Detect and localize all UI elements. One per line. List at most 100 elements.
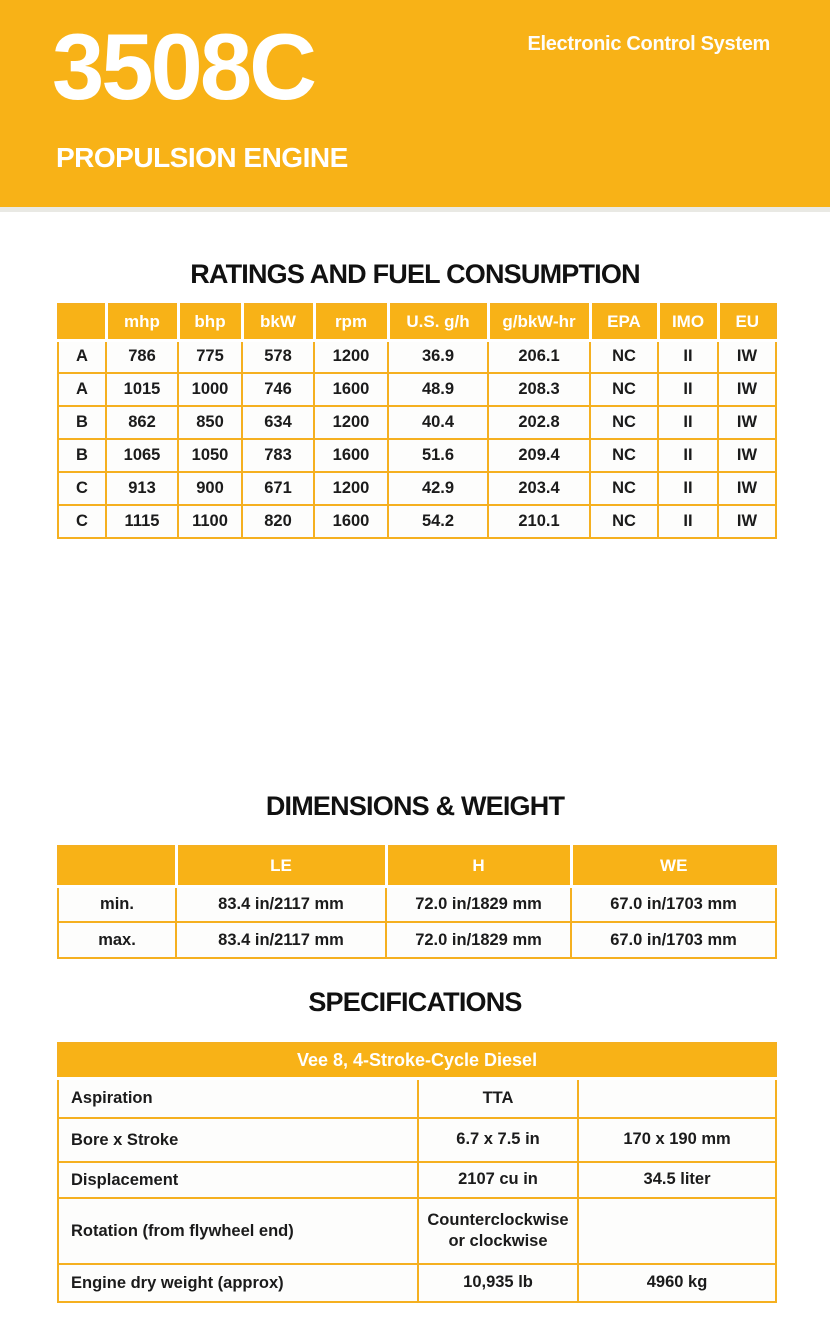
rating-usgh: 51.6 bbox=[387, 438, 489, 473]
dimensions-row-min: min. 83.4 in/2117 mm 72.0 in/1829 mm 67.… bbox=[57, 885, 777, 923]
ratings-table: mhp bhp bkW rpm U.S. g/h g/bkW-hr EPA IM… bbox=[57, 303, 777, 539]
rating-rpm: 1600 bbox=[313, 372, 389, 407]
spec-value-secondary bbox=[576, 1077, 778, 1119]
spec-row-dry-weight: Engine dry weight (approx) 10,935 lb 496… bbox=[57, 1263, 778, 1303]
rating-letter: A bbox=[57, 339, 107, 374]
dimensions-col-we: WE bbox=[569, 845, 777, 888]
rating-rpm: 1600 bbox=[313, 504, 389, 539]
ratings-col-imo: IMO bbox=[656, 303, 720, 342]
rating-epa: NC bbox=[589, 339, 659, 374]
rating-eu: IW bbox=[717, 504, 777, 539]
dimension-row-label: max. bbox=[57, 921, 177, 959]
dimension-row-label: min. bbox=[57, 885, 177, 923]
rating-bhp: 1000 bbox=[177, 372, 243, 407]
spec-table-header: Vee 8, 4-Stroke-Cycle Diesel bbox=[56, 1042, 778, 1080]
rating-epa: NC bbox=[589, 438, 659, 473]
rating-eu: IW bbox=[717, 339, 777, 374]
ratings-col-bhp: bhp bbox=[176, 303, 244, 342]
spec-value-primary: 6.7 x 7.5 in bbox=[417, 1117, 579, 1163]
rating-letter: B bbox=[57, 438, 107, 473]
ratings-row-c1: C 913 900 671 1200 42.9 203.4 NC II IW bbox=[57, 471, 777, 506]
header-tagline: Electronic Control System bbox=[527, 33, 770, 55]
rating-gbkwhr: 202.8 bbox=[487, 405, 591, 440]
rating-eu: IW bbox=[717, 471, 777, 506]
rating-mhp: 786 bbox=[105, 339, 179, 374]
specifications-table: Vee 8, 4-Stroke-Cycle Diesel Aspiration … bbox=[56, 1042, 778, 1303]
dimensions-header-row: LE H WE bbox=[57, 845, 777, 888]
dimension-h-value: 72.0 in/1829 mm bbox=[385, 921, 572, 959]
rating-bkw: 578 bbox=[241, 339, 315, 374]
rating-epa: NC bbox=[589, 504, 659, 539]
spec-value-secondary: 34.5 liter bbox=[576, 1161, 778, 1199]
rating-bkw: 671 bbox=[241, 471, 315, 506]
dimensions-col-h: H bbox=[384, 845, 573, 888]
rating-imo: II bbox=[657, 372, 719, 407]
rating-usgh: 36.9 bbox=[387, 339, 489, 374]
rating-gbkwhr: 210.1 bbox=[487, 504, 591, 539]
ratings-col-gbkwhr: g/bkW-hr bbox=[486, 303, 592, 342]
rating-eu: IW bbox=[717, 438, 777, 473]
spec-label: Engine dry weight (approx) bbox=[57, 1263, 419, 1303]
rating-gbkwhr: 208.3 bbox=[487, 372, 591, 407]
rating-letter: C bbox=[57, 471, 107, 506]
rating-rpm: 1200 bbox=[313, 471, 389, 506]
spec-value-secondary bbox=[576, 1197, 778, 1265]
ratings-col-blank bbox=[57, 303, 108, 342]
specifications-section-title: SPECIFICATIONS bbox=[308, 987, 522, 1017]
rating-bhp: 900 bbox=[177, 471, 243, 506]
header-subtitle: PROPULSION ENGINE bbox=[56, 142, 348, 173]
rating-bhp: 850 bbox=[177, 405, 243, 440]
rating-bkw: 783 bbox=[241, 438, 315, 473]
dimensions-row-max: max. 83.4 in/2117 mm 72.0 in/1829 mm 67.… bbox=[57, 921, 777, 959]
rating-epa: NC bbox=[589, 372, 659, 407]
spec-value-primary: Counterclockwise or clockwise bbox=[417, 1197, 579, 1265]
dimension-h-value: 72.0 in/1829 mm bbox=[385, 885, 572, 923]
rating-imo: II bbox=[657, 504, 719, 539]
rating-letter: A bbox=[57, 372, 107, 407]
ratings-col-usgh: U.S. g/h bbox=[386, 303, 490, 342]
spec-label: Bore x Stroke bbox=[57, 1117, 419, 1163]
spec-value-secondary: 4960 kg bbox=[576, 1263, 778, 1303]
rating-mhp: 1015 bbox=[105, 372, 179, 407]
ratings-row-b1: B 862 850 634 1200 40.4 202.8 NC II IW bbox=[57, 405, 777, 440]
rating-eu: IW bbox=[717, 405, 777, 440]
rating-rpm: 1200 bbox=[313, 405, 389, 440]
spec-value-primary: 2107 cu in bbox=[417, 1161, 579, 1199]
dimension-le-value: 83.4 in/2117 mm bbox=[175, 921, 387, 959]
spec-label: Rotation (from flywheel end) bbox=[57, 1197, 419, 1265]
rating-bhp: 775 bbox=[177, 339, 243, 374]
rating-usgh: 54.2 bbox=[387, 504, 489, 539]
spec-value-primary: 10,935 lb bbox=[417, 1263, 579, 1303]
ratings-col-mhp: mhp bbox=[104, 303, 180, 342]
rating-bhp: 1100 bbox=[177, 504, 243, 539]
spec-label: Displacement bbox=[57, 1161, 419, 1199]
header-divider bbox=[0, 207, 830, 212]
ratings-col-rpm: rpm bbox=[312, 303, 390, 342]
dimension-le-value: 83.4 in/2117 mm bbox=[175, 885, 387, 923]
rating-epa: NC bbox=[589, 471, 659, 506]
rating-mhp: 862 bbox=[105, 405, 179, 440]
rating-gbkwhr: 206.1 bbox=[487, 339, 591, 374]
ratings-col-bkw: bkW bbox=[240, 303, 316, 342]
rating-bhp: 1050 bbox=[177, 438, 243, 473]
dimension-we-value: 67.0 in/1703 mm bbox=[570, 885, 777, 923]
rating-imo: II bbox=[657, 471, 719, 506]
rating-bkw: 820 bbox=[241, 504, 315, 539]
rating-mhp: 913 bbox=[105, 471, 179, 506]
rating-usgh: 40.4 bbox=[387, 405, 489, 440]
spec-label: Aspiration bbox=[57, 1077, 419, 1119]
rating-usgh: 42.9 bbox=[387, 471, 489, 506]
ratings-section-title: RATINGS AND FUEL CONSUMPTION bbox=[190, 259, 640, 289]
ratings-col-eu: EU bbox=[716, 303, 777, 342]
rating-letter: B bbox=[57, 405, 107, 440]
rating-gbkwhr: 209.4 bbox=[487, 438, 591, 473]
rating-usgh: 48.9 bbox=[387, 372, 489, 407]
dimensions-table: LE H WE min. 83.4 in/2117 mm 72.0 in/182… bbox=[57, 845, 777, 959]
rating-gbkwhr: 203.4 bbox=[487, 471, 591, 506]
spec-row-bore-stroke: Bore x Stroke 6.7 x 7.5 in 170 x 190 mm bbox=[57, 1117, 778, 1163]
dimensions-col-blank bbox=[57, 845, 178, 888]
ratings-row-b2: B 1065 1050 783 1600 51.6 209.4 NC II IW bbox=[57, 438, 777, 473]
header-band: 3508C Electronic Control System PROPULSI… bbox=[0, 0, 830, 207]
spec-row-rotation: Rotation (from flywheel end) Countercloc… bbox=[57, 1197, 778, 1265]
spec-value-primary: TTA bbox=[417, 1077, 579, 1119]
